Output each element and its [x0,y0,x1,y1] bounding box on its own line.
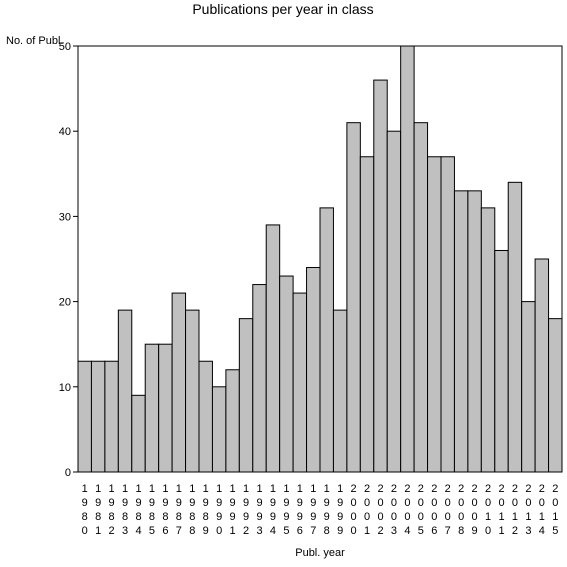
bar-1989 [198,360,213,473]
bar-1991 [225,369,240,473]
y-axis-ticks: 0 10 20 30 40 50 [59,41,78,479]
bar-2001 [359,156,375,473]
bar-2010 [480,207,496,473]
bar-1994 [265,224,281,473]
bar-1996 [292,292,308,473]
bar-1984 [131,394,146,473]
bar-1983 [117,309,133,473]
bar-2013 [521,301,536,473]
bar-2006 [427,156,442,473]
bar-1985 [144,343,160,473]
bar-2005 [413,122,429,473]
bar-1987 [171,292,187,473]
bar-1992 [238,318,254,473]
y-tick-label: 50 [59,41,71,53]
y-tick-label: 20 [59,297,71,309]
bar-2004 [400,45,415,473]
bar-2007 [440,156,455,473]
bar-1995 [279,275,294,473]
bar-2011 [494,249,509,473]
bar-2003 [386,130,402,473]
y-tick-label: 0 [65,467,71,479]
bar-2008 [453,190,469,473]
x-axis-label: Publ. year [295,547,345,559]
y-tick-label: 10 [59,382,71,394]
y-tick-label: 30 [59,211,71,223]
bar-2000 [346,122,361,473]
bar-1998 [319,207,334,473]
bar-1980 [77,360,92,473]
bar-2002 [373,79,388,473]
bar-1993 [252,284,267,473]
bars-group [77,45,563,473]
bar-1997 [306,267,321,473]
y-axis-label: No. of Publ. [6,35,63,47]
bar-1982 [104,360,119,473]
y-tick-label: 40 [59,126,71,138]
bar-2012 [507,181,523,473]
bar-1986 [158,343,173,473]
plot-frame [77,45,563,473]
bar-1981 [90,360,106,473]
bar-2015 [548,318,563,473]
bar-2014 [534,258,550,473]
chart-title: Publications per year in class [192,1,373,17]
bar-1999 [332,309,348,473]
bar-2009 [467,190,482,473]
bar-1990 [211,386,227,473]
x-axis-ticks: 1 9 8 0 1 9 8 1 1 9 8 2 1 9 8 3 1 9 8 4 1 9 8 5 1 9 8 6 1 9 8 7 1 9 8 8 1 9 8 9… [82,483,559,537]
bar-1988 [185,309,200,473]
